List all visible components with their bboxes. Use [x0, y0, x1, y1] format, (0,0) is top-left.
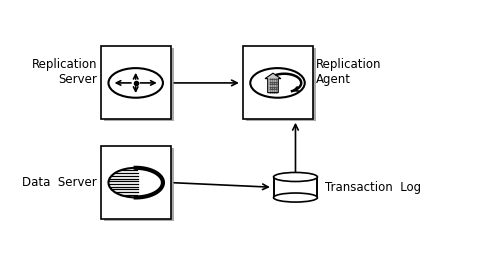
Bar: [101, 46, 171, 119]
Text: Data  Server: Data Server: [22, 176, 97, 189]
Bar: [104, 48, 174, 121]
FancyArrow shape: [265, 73, 281, 93]
Bar: [243, 46, 312, 119]
Text: Replication
Agent: Replication Agent: [316, 58, 382, 86]
Bar: [245, 48, 316, 121]
Text: Transaction  Log: Transaction Log: [325, 181, 421, 194]
Bar: [104, 148, 174, 221]
Ellipse shape: [108, 68, 163, 98]
Bar: [274, 177, 317, 198]
Ellipse shape: [250, 68, 305, 98]
Ellipse shape: [274, 172, 317, 182]
Ellipse shape: [108, 168, 163, 197]
Ellipse shape: [274, 193, 317, 202]
Text: Replication
Server: Replication Server: [31, 58, 97, 86]
Bar: [101, 146, 171, 219]
